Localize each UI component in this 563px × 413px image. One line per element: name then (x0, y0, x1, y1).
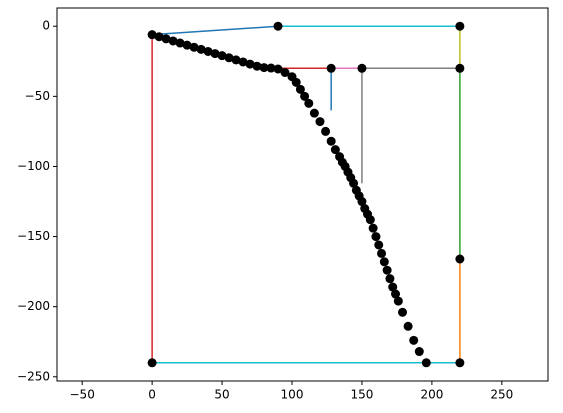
point (309, 108, 319, 118)
point (300, 91, 310, 101)
point (371, 232, 381, 242)
y-tick-label: −150 (17, 229, 50, 243)
point (238, 57, 248, 67)
point (326, 136, 336, 146)
point (154, 32, 164, 42)
point (409, 335, 419, 345)
point (259, 63, 269, 73)
y-tick-label: −200 (17, 299, 50, 313)
point (368, 223, 378, 233)
point (280, 68, 290, 78)
y-tick-label: −100 (17, 159, 50, 173)
point (266, 63, 276, 73)
x-tick-label: −50 (70, 388, 95, 402)
point (379, 257, 389, 267)
point (455, 21, 465, 31)
point (455, 358, 465, 368)
x-tick-label: 50 (214, 388, 229, 402)
x-tick-label: 200 (420, 388, 443, 402)
point (330, 145, 340, 155)
point (326, 63, 336, 73)
point (349, 178, 359, 188)
y-tick-label: 0 (42, 19, 50, 33)
point (224, 53, 234, 63)
point (273, 64, 283, 74)
point (455, 63, 465, 73)
point (147, 30, 157, 40)
point (175, 38, 185, 48)
x-tick-label: 150 (350, 388, 373, 402)
y-tick-label: −50 (25, 89, 50, 103)
point (217, 51, 227, 61)
point (315, 117, 325, 127)
point (374, 240, 384, 250)
line-segment (152, 25, 279, 36)
point (393, 296, 403, 306)
point (273, 21, 283, 31)
x-tick-label: 250 (490, 388, 513, 402)
point (391, 289, 401, 299)
point (421, 358, 431, 368)
point (382, 265, 392, 275)
point (357, 63, 367, 73)
point (385, 274, 395, 284)
point (357, 197, 367, 207)
point (291, 77, 301, 87)
point (252, 61, 262, 71)
plot-frame (56, 7, 549, 382)
point (210, 49, 220, 59)
x-tick-label: 100 (281, 388, 304, 402)
point (189, 42, 199, 52)
point (182, 40, 192, 50)
point (231, 55, 241, 65)
point (245, 59, 255, 69)
point (365, 215, 375, 225)
point (321, 126, 331, 136)
point (398, 307, 408, 317)
point (203, 46, 213, 56)
point (414, 347, 424, 357)
x-tick-label: 0 (148, 388, 156, 402)
point (455, 254, 465, 264)
point (295, 84, 305, 94)
point (147, 358, 157, 368)
point (377, 248, 387, 258)
point (161, 34, 171, 44)
point (403, 321, 413, 331)
point (388, 282, 398, 292)
point (168, 36, 178, 46)
point (304, 98, 314, 108)
y-tick-label: −250 (17, 369, 50, 383)
point (196, 44, 206, 54)
